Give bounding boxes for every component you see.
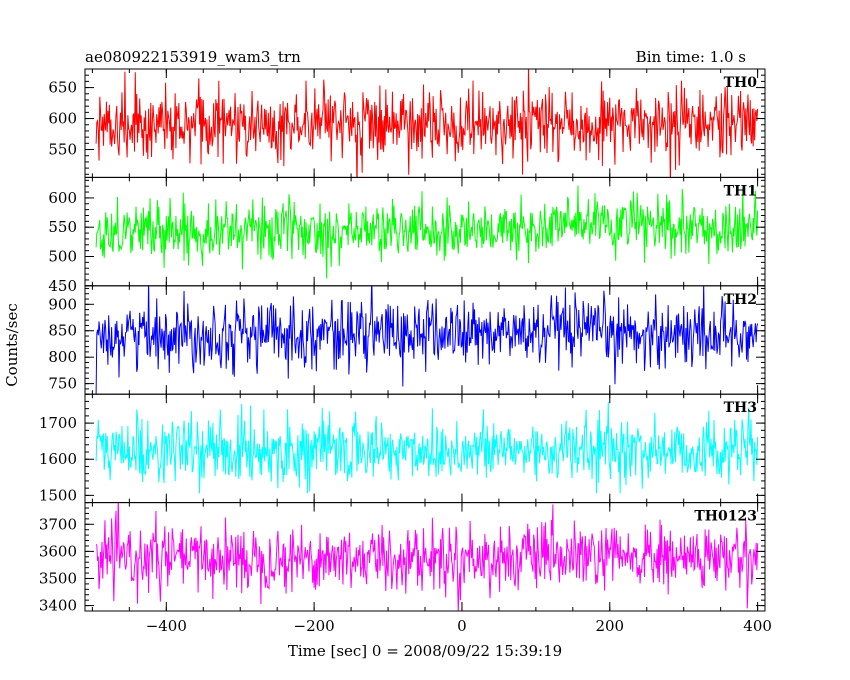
y-tick-label: 1700: [39, 414, 77, 432]
panels: TH0 550 600 650 TH1 450 500 550 600 TH2 750 800 850 9…: [39, 68, 772, 635]
y-tick-label: 600: [48, 189, 77, 207]
y-tick-label: 900: [48, 295, 77, 313]
series-line-TH0: [95, 69, 759, 178]
series-label-TH1: TH1: [724, 183, 757, 199]
y-tick-label: 750: [48, 375, 77, 393]
series-label-TH3: TH3: [724, 400, 757, 416]
y-axis-label: Counts/sec: [3, 303, 21, 387]
y-tick-label: 650: [48, 79, 77, 97]
y-tick-label: 550: [48, 218, 77, 236]
y-tick-label: 1500: [39, 486, 77, 504]
y-tick-label: 550: [48, 141, 77, 159]
x-tick-label: 400: [743, 617, 772, 635]
y-tick-label: 1600: [39, 450, 77, 468]
bin-time-label: Bin time: 1.0 s: [636, 48, 746, 66]
x-tick-label: 200: [595, 617, 624, 635]
series-label-TH0123: TH0123: [694, 509, 757, 525]
series-line-TH3: [95, 401, 759, 494]
y-tick-label: 3700: [39, 515, 77, 533]
x-tick-label: −400: [146, 617, 187, 635]
series-line-TH2: [95, 285, 759, 395]
y-tick-label: 800: [48, 348, 77, 366]
series-line-TH0123: [95, 502, 759, 612]
x-tick-label: 0: [457, 617, 467, 635]
y-tick-label: 850: [48, 322, 77, 340]
y-tick-label: 450: [48, 277, 77, 295]
series-label-TH0: TH0: [724, 75, 758, 91]
y-tick-label: 600: [48, 110, 77, 128]
series-label-TH2: TH2: [724, 292, 757, 308]
y-tick-label: 3600: [39, 542, 77, 560]
chart-title: ae080922153919_wam3_trn: [85, 48, 301, 66]
y-tick-label: 500: [48, 248, 77, 266]
y-tick-label: 3500: [39, 569, 77, 587]
x-tick-label: −200: [294, 617, 335, 635]
y-tick-label: 3400: [39, 597, 77, 615]
series-line-TH1: [95, 185, 759, 279]
x-axis-label: Time [sec] 0 = 2008/09/22 15:39:19: [288, 642, 562, 660]
